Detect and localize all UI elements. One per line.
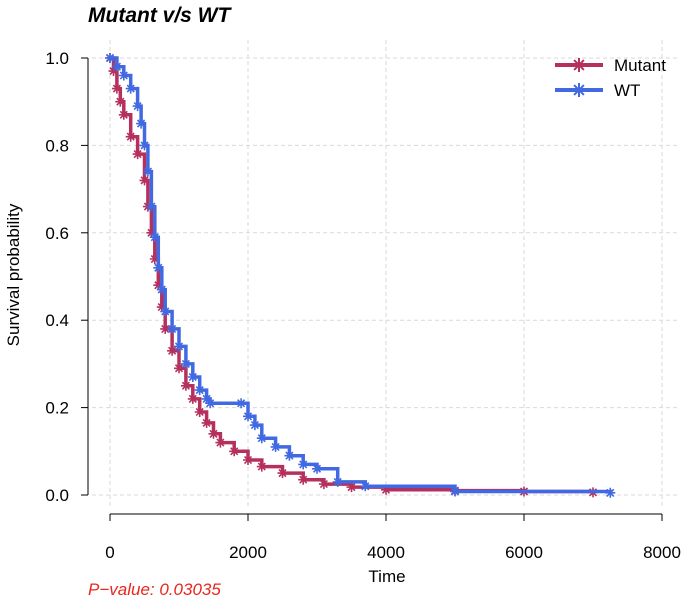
censor-point-wt xyxy=(160,306,171,317)
censor-point-mutant xyxy=(243,455,253,465)
censor-point-mutant xyxy=(180,380,191,391)
series-line-wt xyxy=(110,56,613,494)
censor-point-wt xyxy=(360,481,371,492)
censor-point-wt xyxy=(236,398,247,409)
censor-point-mutant xyxy=(139,175,150,186)
y-axis-title: Survival probability xyxy=(4,203,23,346)
censor-point-wt xyxy=(180,358,191,369)
censor-point-mutant xyxy=(111,83,122,94)
censor-point-wt xyxy=(153,262,164,273)
censor-point-mutant xyxy=(167,345,178,356)
censor-point-mutant xyxy=(174,363,184,374)
x-tick-label: 6000 xyxy=(505,543,543,562)
censor-point-mutant xyxy=(256,461,267,472)
censor-point-mutant xyxy=(125,131,136,142)
censor-point-mutant xyxy=(208,428,219,439)
censor-point-wt xyxy=(205,398,216,409)
censor-point-wt xyxy=(167,323,178,334)
censor-point-mutant xyxy=(201,417,212,428)
censor-point-wt xyxy=(450,486,460,497)
censor-point-wt xyxy=(284,450,295,461)
legend-marker-wt xyxy=(572,83,586,97)
censor-point-wt xyxy=(156,284,167,295)
censor-point-wt xyxy=(312,463,322,474)
censor-point-wt xyxy=(243,411,253,422)
series-line-mutant xyxy=(110,56,595,494)
y-tick-label: 0.6 xyxy=(45,224,69,243)
censor-point-mutant xyxy=(132,149,143,160)
chart-title: Mutant v/s WT xyxy=(88,4,232,27)
y-tick-label: 0.8 xyxy=(45,136,69,155)
censor-point-wt xyxy=(332,476,343,487)
p-value-annotation: P−value: 0.03035 xyxy=(88,580,221,599)
censor-point-mutant xyxy=(146,227,157,238)
censor-point-wt xyxy=(174,341,184,352)
censor-point-wt xyxy=(118,70,129,81)
censor-point-wt xyxy=(105,53,115,63)
y-tick-label: 0.2 xyxy=(45,399,69,418)
censor-point-wt xyxy=(187,372,198,382)
y-tick-label: 0.0 xyxy=(45,486,69,505)
censor-point-wt xyxy=(270,441,281,452)
censor-point-wt xyxy=(139,140,150,151)
legend: Mutant WT xyxy=(555,56,666,100)
censor-point-mutant xyxy=(149,254,160,264)
censor-point-mutant xyxy=(298,474,309,485)
grid xyxy=(92,40,680,508)
x-tick-label: 8000 xyxy=(643,543,681,562)
censor-point-wt xyxy=(256,433,267,444)
censor-point-mutant xyxy=(187,393,198,404)
censor-point-wt xyxy=(142,166,153,177)
censor-point-wt xyxy=(136,118,147,129)
y-tick-label: 1.0 xyxy=(45,49,69,68)
censor-point-wt xyxy=(194,385,205,396)
x-axis-title: Time xyxy=(368,567,405,586)
censor-point-mutant xyxy=(215,437,226,448)
x-tick-label: 4000 xyxy=(367,543,405,562)
censor-point-wt xyxy=(146,201,157,212)
x-tick-label: 0 xyxy=(105,543,114,562)
x-tick-label: 2000 xyxy=(229,543,267,562)
censor-point-mutant xyxy=(118,109,129,120)
censor-point-mutant xyxy=(318,479,329,490)
censor-point-mutant xyxy=(115,96,126,107)
censor-point-wt xyxy=(298,459,309,470)
legend-label-mutant: Mutant xyxy=(614,56,666,75)
axes: 0 2000 4000 6000 8000 0.0 0.2 0.4 0.6 0.8 1.0 xyxy=(45,49,681,562)
censor-point-mutant xyxy=(381,484,391,495)
censor-point-wt xyxy=(201,393,212,404)
censor-point-wt xyxy=(111,61,122,72)
censor-point-mutant xyxy=(156,302,167,313)
censor-point-mutant xyxy=(229,446,240,457)
series-layer xyxy=(105,53,616,498)
legend-marker-mutant xyxy=(572,58,586,72)
censor-point-wt xyxy=(125,83,136,94)
censor-point-wt xyxy=(149,232,160,243)
censor-point-mutant xyxy=(160,323,171,334)
censor-point-mutant xyxy=(108,66,119,77)
censor-point-mutant xyxy=(277,468,288,479)
censor-point-wt xyxy=(605,487,616,498)
censor-point-mutant xyxy=(153,280,164,291)
censor-point-mutant xyxy=(346,482,357,493)
y-tick-label: 0.4 xyxy=(45,311,69,330)
censor-point-mutant xyxy=(194,407,205,417)
censor-point-wt xyxy=(249,420,260,431)
legend-label-wt: WT xyxy=(614,81,640,100)
censor-point-wt xyxy=(132,101,143,112)
